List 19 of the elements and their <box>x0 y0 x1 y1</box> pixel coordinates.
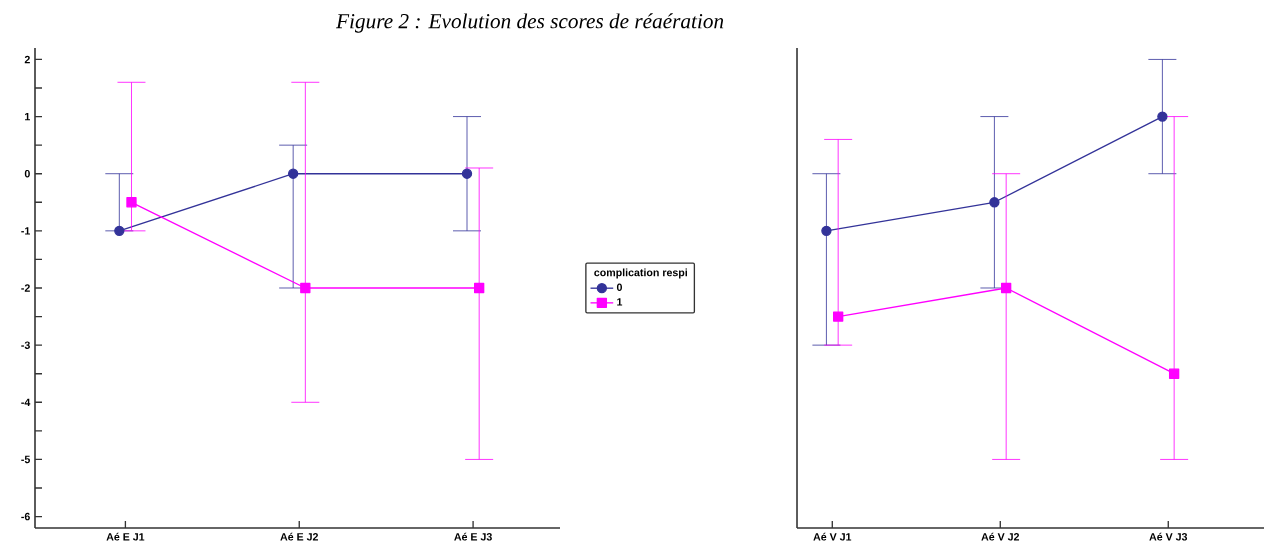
y-tick-label: -2 <box>21 284 30 292</box>
y-tick-label: -4 <box>21 398 31 406</box>
legend-title: complication respi <box>594 268 687 279</box>
y-tick-label: -3 <box>21 341 30 349</box>
x-tick-label: Aé V J1 <box>813 532 852 541</box>
x-tick-label: Aé E J3 <box>454 532 492 541</box>
y-tick-label: 2 <box>24 55 30 64</box>
x-tick-label: Aé E J2 <box>280 532 318 541</box>
y-tick-label: 0 <box>24 169 30 178</box>
x-tick-label: Aé V J3 <box>1149 532 1188 541</box>
x-tick-label: Aé E J1 <box>106 532 145 541</box>
y-tick-label: -5 <box>21 455 30 464</box>
y-tick-label: 1 <box>25 112 30 121</box>
y-tick-label: -1 <box>21 227 30 235</box>
legend-label: 1 <box>617 298 623 306</box>
chart-title: Figure 2 : Evolution des scores de réaération <box>335 13 724 33</box>
legend-label: 0 <box>616 283 622 292</box>
y-tick-label: -6 <box>21 512 30 521</box>
x-tick-label: Aé V J2 <box>981 532 1020 541</box>
